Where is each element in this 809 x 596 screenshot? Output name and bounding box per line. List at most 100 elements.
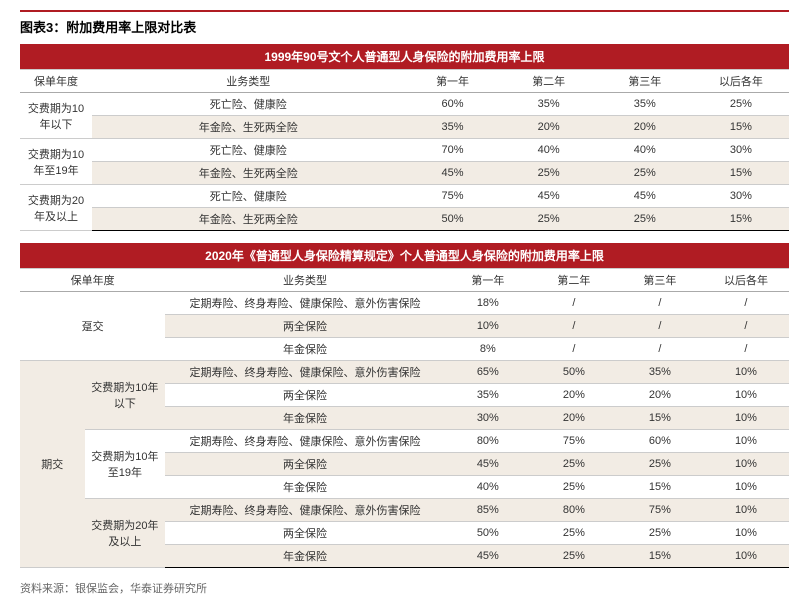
table-1999: 1999年90号文个人普通型人身保险的附加费用率上限 保单年度 业务类型 第一年… [20, 44, 789, 231]
col-y4: 以后各年 [693, 70, 789, 93]
value-cell: 10% [703, 430, 789, 453]
btype-cell: 死亡险、健康险 [92, 93, 404, 116]
value-cell: 60% [405, 93, 501, 116]
value-cell: 8% [445, 338, 531, 361]
btype-cell: 死亡险、健康险 [92, 139, 404, 162]
btype-cell: 年金保险 [165, 545, 445, 568]
value-cell: 15% [693, 208, 789, 231]
btype-cell: 两全保险 [165, 384, 445, 407]
table-row: 年金险、生死两全险50%25%25%15% [20, 208, 789, 231]
value-cell: 70% [405, 139, 501, 162]
subgroup-label: 交费期为20年及以上 [85, 499, 166, 568]
col-y2: 第二年 [531, 269, 617, 292]
value-cell: 20% [531, 384, 617, 407]
table1-head-row: 保单年度 业务类型 第一年 第二年 第三年 以后各年 [20, 70, 789, 93]
value-cell: 30% [693, 139, 789, 162]
value-cell: 25% [531, 545, 617, 568]
value-cell: 50% [445, 522, 531, 545]
value-cell: 35% [597, 93, 693, 116]
table-row: 年金险、生死两全险45%25%25%15% [20, 162, 789, 185]
value-cell: 60% [617, 430, 703, 453]
section-label: 期交 [20, 361, 85, 568]
value-cell: 10% [703, 453, 789, 476]
table-2020: 2020年《普通型人身保险精算规定》个人普通型人身保险的附加费用率上限 保单年度… [20, 243, 789, 568]
btype-cell: 定期寿险、终身寿险、健康保险、意外伤害保险 [165, 430, 445, 453]
value-cell: 45% [445, 545, 531, 568]
value-cell: / [617, 292, 703, 315]
value-cell: 45% [597, 185, 693, 208]
value-cell: 15% [693, 116, 789, 139]
col-type: 业务类型 [165, 269, 445, 292]
group-label: 交费期为20年及以上 [20, 185, 92, 231]
btype-cell: 年金险、生死两全险 [92, 208, 404, 231]
col-type: 业务类型 [92, 70, 404, 93]
value-cell: 50% [405, 208, 501, 231]
value-cell: 40% [501, 139, 597, 162]
table-row: 交费期为20年及以上定期寿险、终身寿险、健康保险、意外伤害保险85%80%75%… [20, 499, 789, 522]
btype-cell: 定期寿险、终身寿险、健康保险、意外伤害保险 [165, 499, 445, 522]
value-cell: 35% [445, 384, 531, 407]
value-cell: 75% [405, 185, 501, 208]
table1-banner: 1999年90号文个人普通型人身保险的附加费用率上限 [20, 44, 789, 70]
btype-cell: 两全保险 [165, 453, 445, 476]
value-cell: / [617, 338, 703, 361]
value-cell: 25% [693, 93, 789, 116]
value-cell: 25% [617, 453, 703, 476]
value-cell: / [703, 315, 789, 338]
btype-cell: 定期寿险、终身寿险、健康保险、意外伤害保险 [165, 292, 445, 315]
value-cell: 40% [597, 139, 693, 162]
value-cell: 10% [703, 499, 789, 522]
value-cell: 15% [617, 407, 703, 430]
value-cell: 30% [445, 407, 531, 430]
group-label: 交费期为10年至19年 [20, 139, 92, 185]
value-cell: 35% [501, 93, 597, 116]
value-cell: 25% [531, 476, 617, 499]
table-row: 交费期为10年以下死亡险、健康险60%35%35%25% [20, 93, 789, 116]
section-label: 趸交 [20, 292, 165, 361]
value-cell: 45% [445, 453, 531, 476]
chart-title: 图表3：附加费用率上限对比表 [20, 10, 789, 44]
value-cell: / [703, 338, 789, 361]
value-cell: 30% [693, 185, 789, 208]
table2-head-row: 保单年度 业务类型 第一年 第二年 第三年 以后各年 [20, 269, 789, 292]
col-year: 保单年度 [20, 70, 92, 93]
value-cell: 15% [693, 162, 789, 185]
value-cell: 40% [445, 476, 531, 499]
value-cell: 25% [597, 208, 693, 231]
value-cell: / [617, 315, 703, 338]
value-cell: 35% [617, 361, 703, 384]
value-cell: 25% [501, 162, 597, 185]
value-cell: 18% [445, 292, 531, 315]
value-cell: 10% [703, 476, 789, 499]
value-cell: 10% [703, 522, 789, 545]
group-label: 交费期为10年以下 [20, 93, 92, 139]
col-y1: 第一年 [445, 269, 531, 292]
btype-cell: 年金保险 [165, 338, 445, 361]
col-y3: 第三年 [617, 269, 703, 292]
btype-cell: 年金险、生死两全险 [92, 116, 404, 139]
source-text: 资料来源：银保监会，华泰证券研究所 [20, 580, 789, 596]
table-row: 期交交费期为10年以下定期寿险、终身寿险、健康保险、意外伤害保险65%50%35… [20, 361, 789, 384]
subgroup-label: 交费期为10年以下 [85, 361, 166, 430]
subgroup-label: 交费期为10年至19年 [85, 430, 166, 499]
table-row: 趸交定期寿险、终身寿险、健康保险、意外伤害保险18%/// [20, 292, 789, 315]
value-cell: 45% [405, 162, 501, 185]
btype-cell: 定期寿险、终身寿险、健康保险、意外伤害保险 [165, 361, 445, 384]
col-y1: 第一年 [405, 70, 501, 93]
value-cell: 35% [405, 116, 501, 139]
value-cell: 10% [703, 545, 789, 568]
value-cell: 75% [531, 430, 617, 453]
value-cell: 80% [531, 499, 617, 522]
value-cell: / [531, 338, 617, 361]
value-cell: 20% [597, 116, 693, 139]
btype-cell: 年金险、生死两全险 [92, 162, 404, 185]
value-cell: 25% [597, 162, 693, 185]
value-cell: 25% [531, 453, 617, 476]
value-cell: 85% [445, 499, 531, 522]
value-cell: 45% [501, 185, 597, 208]
value-cell: 20% [531, 407, 617, 430]
col-y2: 第二年 [501, 70, 597, 93]
value-cell: / [531, 292, 617, 315]
col-y4: 以后各年 [703, 269, 789, 292]
table2-banner: 2020年《普通型人身保险精算规定》个人普通型人身保险的附加费用率上限 [20, 243, 789, 269]
